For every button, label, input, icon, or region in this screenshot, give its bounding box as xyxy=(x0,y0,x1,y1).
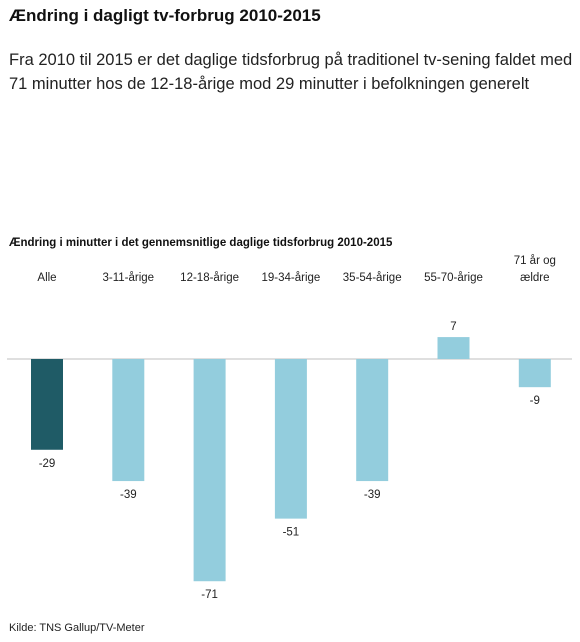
value-label-55-70-årige: 7 xyxy=(450,321,456,333)
category-label-71-år-og-ældre: 71 år og ældre xyxy=(514,255,556,284)
chart-title: Ændring i minutter i det gennemsnitlige … xyxy=(9,237,393,249)
bars xyxy=(31,337,551,582)
value-labels: -29 -39 -71 -51 -39 7 -9 xyxy=(39,321,540,601)
category-label-3-11-årige: 3-11-årige xyxy=(103,272,155,284)
category-label-55-70-årige: 55-70-årige xyxy=(424,272,483,284)
value-label-35-54-årige: -39 xyxy=(364,489,381,501)
value-label-12-18-årige: -71 xyxy=(201,589,218,601)
bar-35-54-årige xyxy=(356,359,389,482)
page-title: Ændring i dagligt tv-forbrug 2010-2015 xyxy=(9,6,321,25)
bar-3-11-årige xyxy=(112,359,145,482)
category-labels: Alle 3-11-årige 12-18-årige 19-34-årige 35-5… xyxy=(37,255,555,284)
bar-19-34-årige xyxy=(274,359,307,519)
category-label-35-54-årige: 35-54-årige xyxy=(343,272,402,284)
source-note: Kilde: TNS Gallup/TV-Meter xyxy=(9,622,145,634)
bar-71-år-og-ældre xyxy=(518,359,551,388)
bar-12-18-årige xyxy=(193,359,226,582)
category-label-12-18-årige: 12-18-årige xyxy=(180,272,239,284)
bar-chart: Ændring i minutter i det gennemsnitlige … xyxy=(7,237,572,601)
value-label-71-år-og-ældre: -9 xyxy=(530,395,540,407)
category-label-19-34-årige: 19-34-årige xyxy=(261,272,320,284)
value-label-19-34-årige: -51 xyxy=(283,527,300,539)
value-label-3-11-årige: -39 xyxy=(120,489,137,501)
bar-alle xyxy=(31,359,63,450)
value-label-alle: -29 xyxy=(39,458,56,470)
bar-55-70-årige xyxy=(437,337,470,359)
category-label-alle: Alle xyxy=(37,272,56,284)
page-subtitle: Fra 2010 til 2015 er det daglige tidsfor… xyxy=(9,51,573,93)
